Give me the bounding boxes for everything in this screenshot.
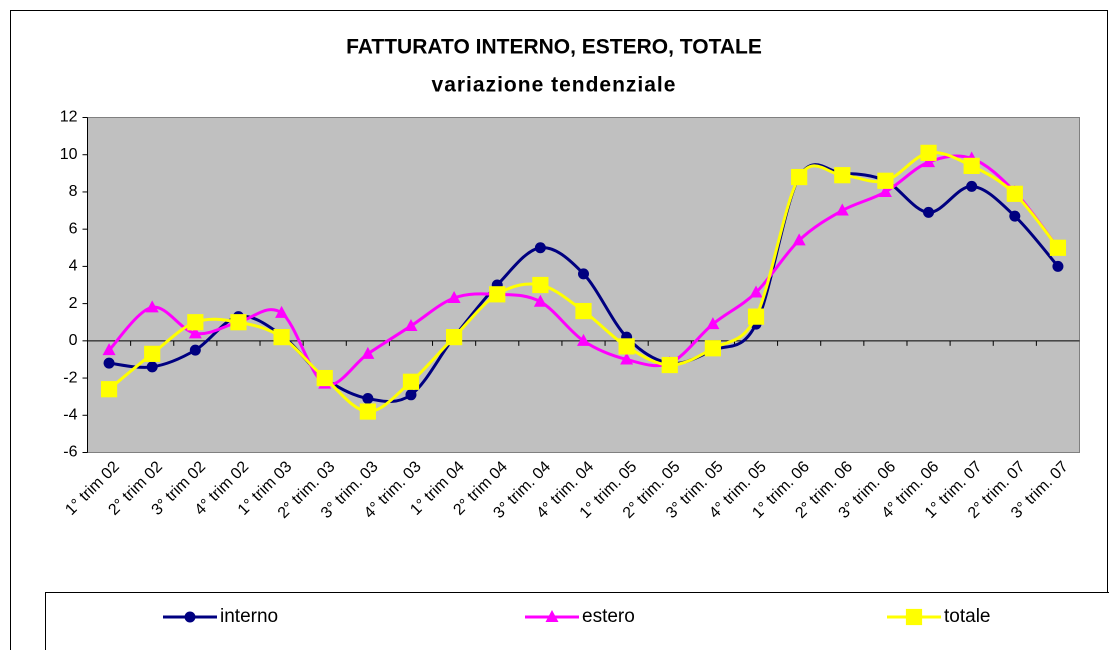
- data-point: [747, 308, 765, 325]
- data-point: [359, 403, 376, 420]
- data-point: [144, 345, 161, 362]
- data-point: [923, 206, 935, 218]
- chart-subtitle: variazione tendenziale: [432, 74, 677, 97]
- data-point: [704, 340, 721, 357]
- data-point: [533, 294, 547, 307]
- y-tick-label: 2: [69, 295, 78, 312]
- data-point: [877, 172, 894, 189]
- data-point: [575, 302, 592, 320]
- data-point: [316, 369, 333, 387]
- data-point: [362, 393, 374, 405]
- chart-title: FATTURATO INTERNO, ESTERO, TOTALE: [346, 36, 762, 59]
- data-point: [361, 346, 375, 359]
- y-tick-label: 0: [69, 332, 78, 349]
- data-point: [963, 157, 980, 174]
- data-point: [145, 300, 159, 313]
- data-point: [405, 389, 417, 401]
- y-tick-label: -2: [63, 369, 77, 386]
- data-point: [749, 285, 763, 298]
- data-point: [447, 291, 461, 304]
- data-point: [878, 184, 892, 197]
- data-point: [275, 305, 289, 318]
- data-point: [620, 352, 634, 365]
- legend-label: totale: [944, 606, 990, 627]
- y-tick-label: 12: [60, 109, 78, 126]
- legend-label: estero: [582, 606, 635, 627]
- y-tick-label: 8: [69, 183, 78, 200]
- data-point: [1052, 260, 1064, 272]
- data-point: [146, 361, 158, 373]
- data-point: [578, 268, 589, 280]
- data-point: [189, 344, 201, 356]
- legend-label: interno: [220, 606, 278, 627]
- data-point: [404, 318, 418, 331]
- y-tick-label: 6: [69, 220, 78, 237]
- data-point: [188, 326, 202, 339]
- data-point: [402, 373, 420, 390]
- data-point: [966, 180, 978, 192]
- data-point: [661, 356, 678, 374]
- data-point: [230, 314, 247, 331]
- legend-marker: [184, 611, 196, 623]
- y-tick-label: 4: [69, 258, 78, 275]
- data-point: [446, 329, 463, 346]
- y-tick-label: -6: [63, 444, 77, 461]
- data-point: [1006, 185, 1023, 202]
- data-point: [791, 168, 808, 186]
- data-point: [706, 317, 720, 330]
- data-point: [792, 233, 806, 246]
- data-point: [834, 167, 851, 184]
- data-point: [922, 155, 936, 168]
- data-point: [835, 203, 849, 216]
- data-point: [618, 338, 635, 355]
- data-point: [920, 144, 937, 161]
- legend-marker: [905, 608, 923, 626]
- data-point: [1009, 210, 1021, 222]
- data-point: [102, 343, 116, 356]
- data-point: [534, 242, 546, 254]
- y-tick-label: -4: [63, 406, 77, 423]
- data-point: [532, 276, 549, 294]
- data-point: [273, 329, 290, 346]
- y-tick-label: 10: [60, 146, 78, 163]
- data-point: [103, 357, 115, 369]
- data-point: [577, 333, 590, 346]
- data-point: [187, 314, 204, 331]
- plot-area: [87, 117, 1080, 453]
- legend-marker: [545, 610, 559, 622]
- data-point: [489, 286, 506, 303]
- data-point: [100, 381, 118, 398]
- data-point: [1049, 239, 1067, 256]
- legend: [45, 592, 1109, 650]
